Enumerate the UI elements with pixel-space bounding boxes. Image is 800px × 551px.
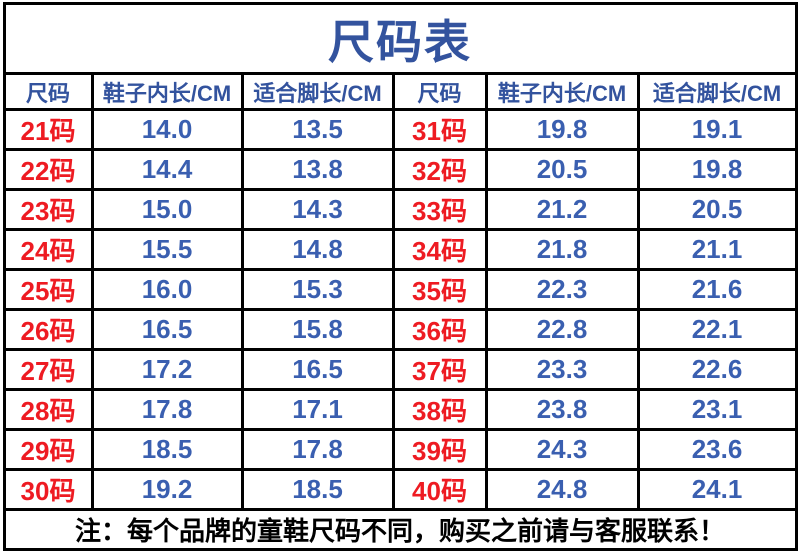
foot-length-cell: 17.8	[240, 428, 395, 471]
foot-length-cell: 22.1	[636, 308, 798, 351]
foot-length-cell: 19.1	[636, 108, 798, 151]
foot-length-cell: 18.5	[240, 468, 395, 511]
table-row: 26码 16.5 15.8 36码 22.8 22.1	[2, 308, 798, 351]
title-row: 尺码表	[2, 2, 798, 75]
size-cell: 31码	[391, 108, 488, 151]
inner-length-cell: 24.3	[484, 428, 640, 471]
foot-length-cell: 13.8	[240, 148, 395, 191]
inner-length-cell: 20.5	[484, 148, 640, 191]
size-cell: 36码	[391, 308, 488, 351]
size-cell: 27码	[2, 348, 94, 391]
inner-length-cell: 19.8	[484, 108, 640, 151]
table-row: 24码 15.5 14.8 34码 21.8 21.1	[2, 228, 798, 271]
col-header-size-left: 尺码	[2, 72, 94, 111]
table-row: 21码 14.0 13.5 31码 19.8 19.1	[2, 108, 798, 151]
foot-length-cell: 19.8	[636, 148, 798, 191]
foot-length-cell: 22.6	[636, 348, 798, 391]
foot-length-cell: 17.1	[240, 388, 395, 431]
foot-length-cell: 15.8	[240, 308, 395, 351]
inner-length-cell: 24.8	[484, 468, 640, 511]
table-row: 29码 18.5 17.8 39码 24.3 23.6	[2, 428, 798, 471]
foot-length-cell: 20.5	[636, 188, 798, 231]
inner-length-cell: 16.5	[90, 308, 244, 351]
size-cell: 30码	[2, 468, 94, 511]
inner-length-cell: 21.8	[484, 228, 640, 271]
foot-length-cell: 24.1	[636, 468, 798, 511]
foot-length-cell: 23.1	[636, 388, 798, 431]
size-cell: 22码	[2, 148, 94, 191]
table-row: 25码 16.0 15.3 35码 22.3 21.6	[2, 268, 798, 311]
inner-length-cell: 21.2	[484, 188, 640, 231]
foot-length-cell: 16.5	[240, 348, 395, 391]
inner-length-cell: 15.0	[90, 188, 244, 231]
col-header-inner-length-left: 鞋子内长/CM	[90, 72, 244, 111]
size-cell: 34码	[391, 228, 488, 271]
size-cell: 35码	[391, 268, 488, 311]
size-cell: 33码	[391, 188, 488, 231]
size-cell: 26码	[2, 308, 94, 351]
foot-length-cell: 13.5	[240, 108, 395, 151]
col-header-size-right: 尺码	[391, 72, 488, 111]
foot-length-cell: 21.1	[636, 228, 798, 271]
size-cell: 24码	[2, 228, 94, 271]
size-cell: 23码	[2, 188, 94, 231]
inner-length-cell: 19.2	[90, 468, 244, 511]
foot-length-cell: 14.3	[240, 188, 395, 231]
size-cell: 32码	[391, 148, 488, 191]
foot-length-cell: 15.3	[240, 268, 395, 311]
size-cell: 21码	[2, 108, 94, 151]
inner-length-cell: 23.3	[484, 348, 640, 391]
size-cell: 40码	[391, 468, 488, 511]
table-row: 22码 14.4 13.8 32码 20.5 19.8	[2, 148, 798, 191]
size-cell: 39码	[391, 428, 488, 471]
table-row: 27码 17.2 16.5 37码 23.3 22.6	[2, 348, 798, 391]
note-text: 注：每个品牌的童鞋尺码不同，购买之前请与客服联系！	[2, 508, 798, 551]
page-title: 尺码表	[2, 2, 798, 75]
inner-length-cell: 15.5	[90, 228, 244, 271]
col-header-inner-length-right: 鞋子内长/CM	[484, 72, 640, 111]
col-header-foot-length-left: 适合脚长/CM	[240, 72, 395, 111]
size-cell: 28码	[2, 388, 94, 431]
table-row: 28码 17.8 17.1 38码 23.8 23.1	[2, 388, 798, 431]
inner-length-cell: 16.0	[90, 268, 244, 311]
inner-length-cell: 22.3	[484, 268, 640, 311]
size-cell: 25码	[2, 268, 94, 311]
size-cell: 37码	[391, 348, 488, 391]
foot-length-cell: 14.8	[240, 228, 395, 271]
col-header-foot-length-right: 适合脚长/CM	[636, 72, 798, 111]
inner-length-cell: 17.2	[90, 348, 244, 391]
header-row: 尺码 鞋子内长/CM 适合脚长/CM 尺码 鞋子内长/CM 适合脚长/CM	[2, 72, 798, 111]
size-cell: 38码	[391, 388, 488, 431]
table-row: 23码 15.0 14.3 33码 21.2 20.5	[2, 188, 798, 231]
note-row: 注：每个品牌的童鞋尺码不同，购买之前请与客服联系！	[2, 508, 798, 551]
inner-length-cell: 18.5	[90, 428, 244, 471]
inner-length-cell: 23.8	[484, 388, 640, 431]
inner-length-cell: 14.0	[90, 108, 244, 151]
foot-length-cell: 23.6	[636, 428, 798, 471]
inner-length-cell: 22.8	[484, 308, 640, 351]
table-row: 30码 19.2 18.5 40码 24.8 24.1	[2, 468, 798, 511]
size-cell: 29码	[2, 428, 94, 471]
foot-length-cell: 21.6	[636, 268, 798, 311]
inner-length-cell: 14.4	[90, 148, 244, 191]
inner-length-cell: 17.8	[90, 388, 244, 431]
